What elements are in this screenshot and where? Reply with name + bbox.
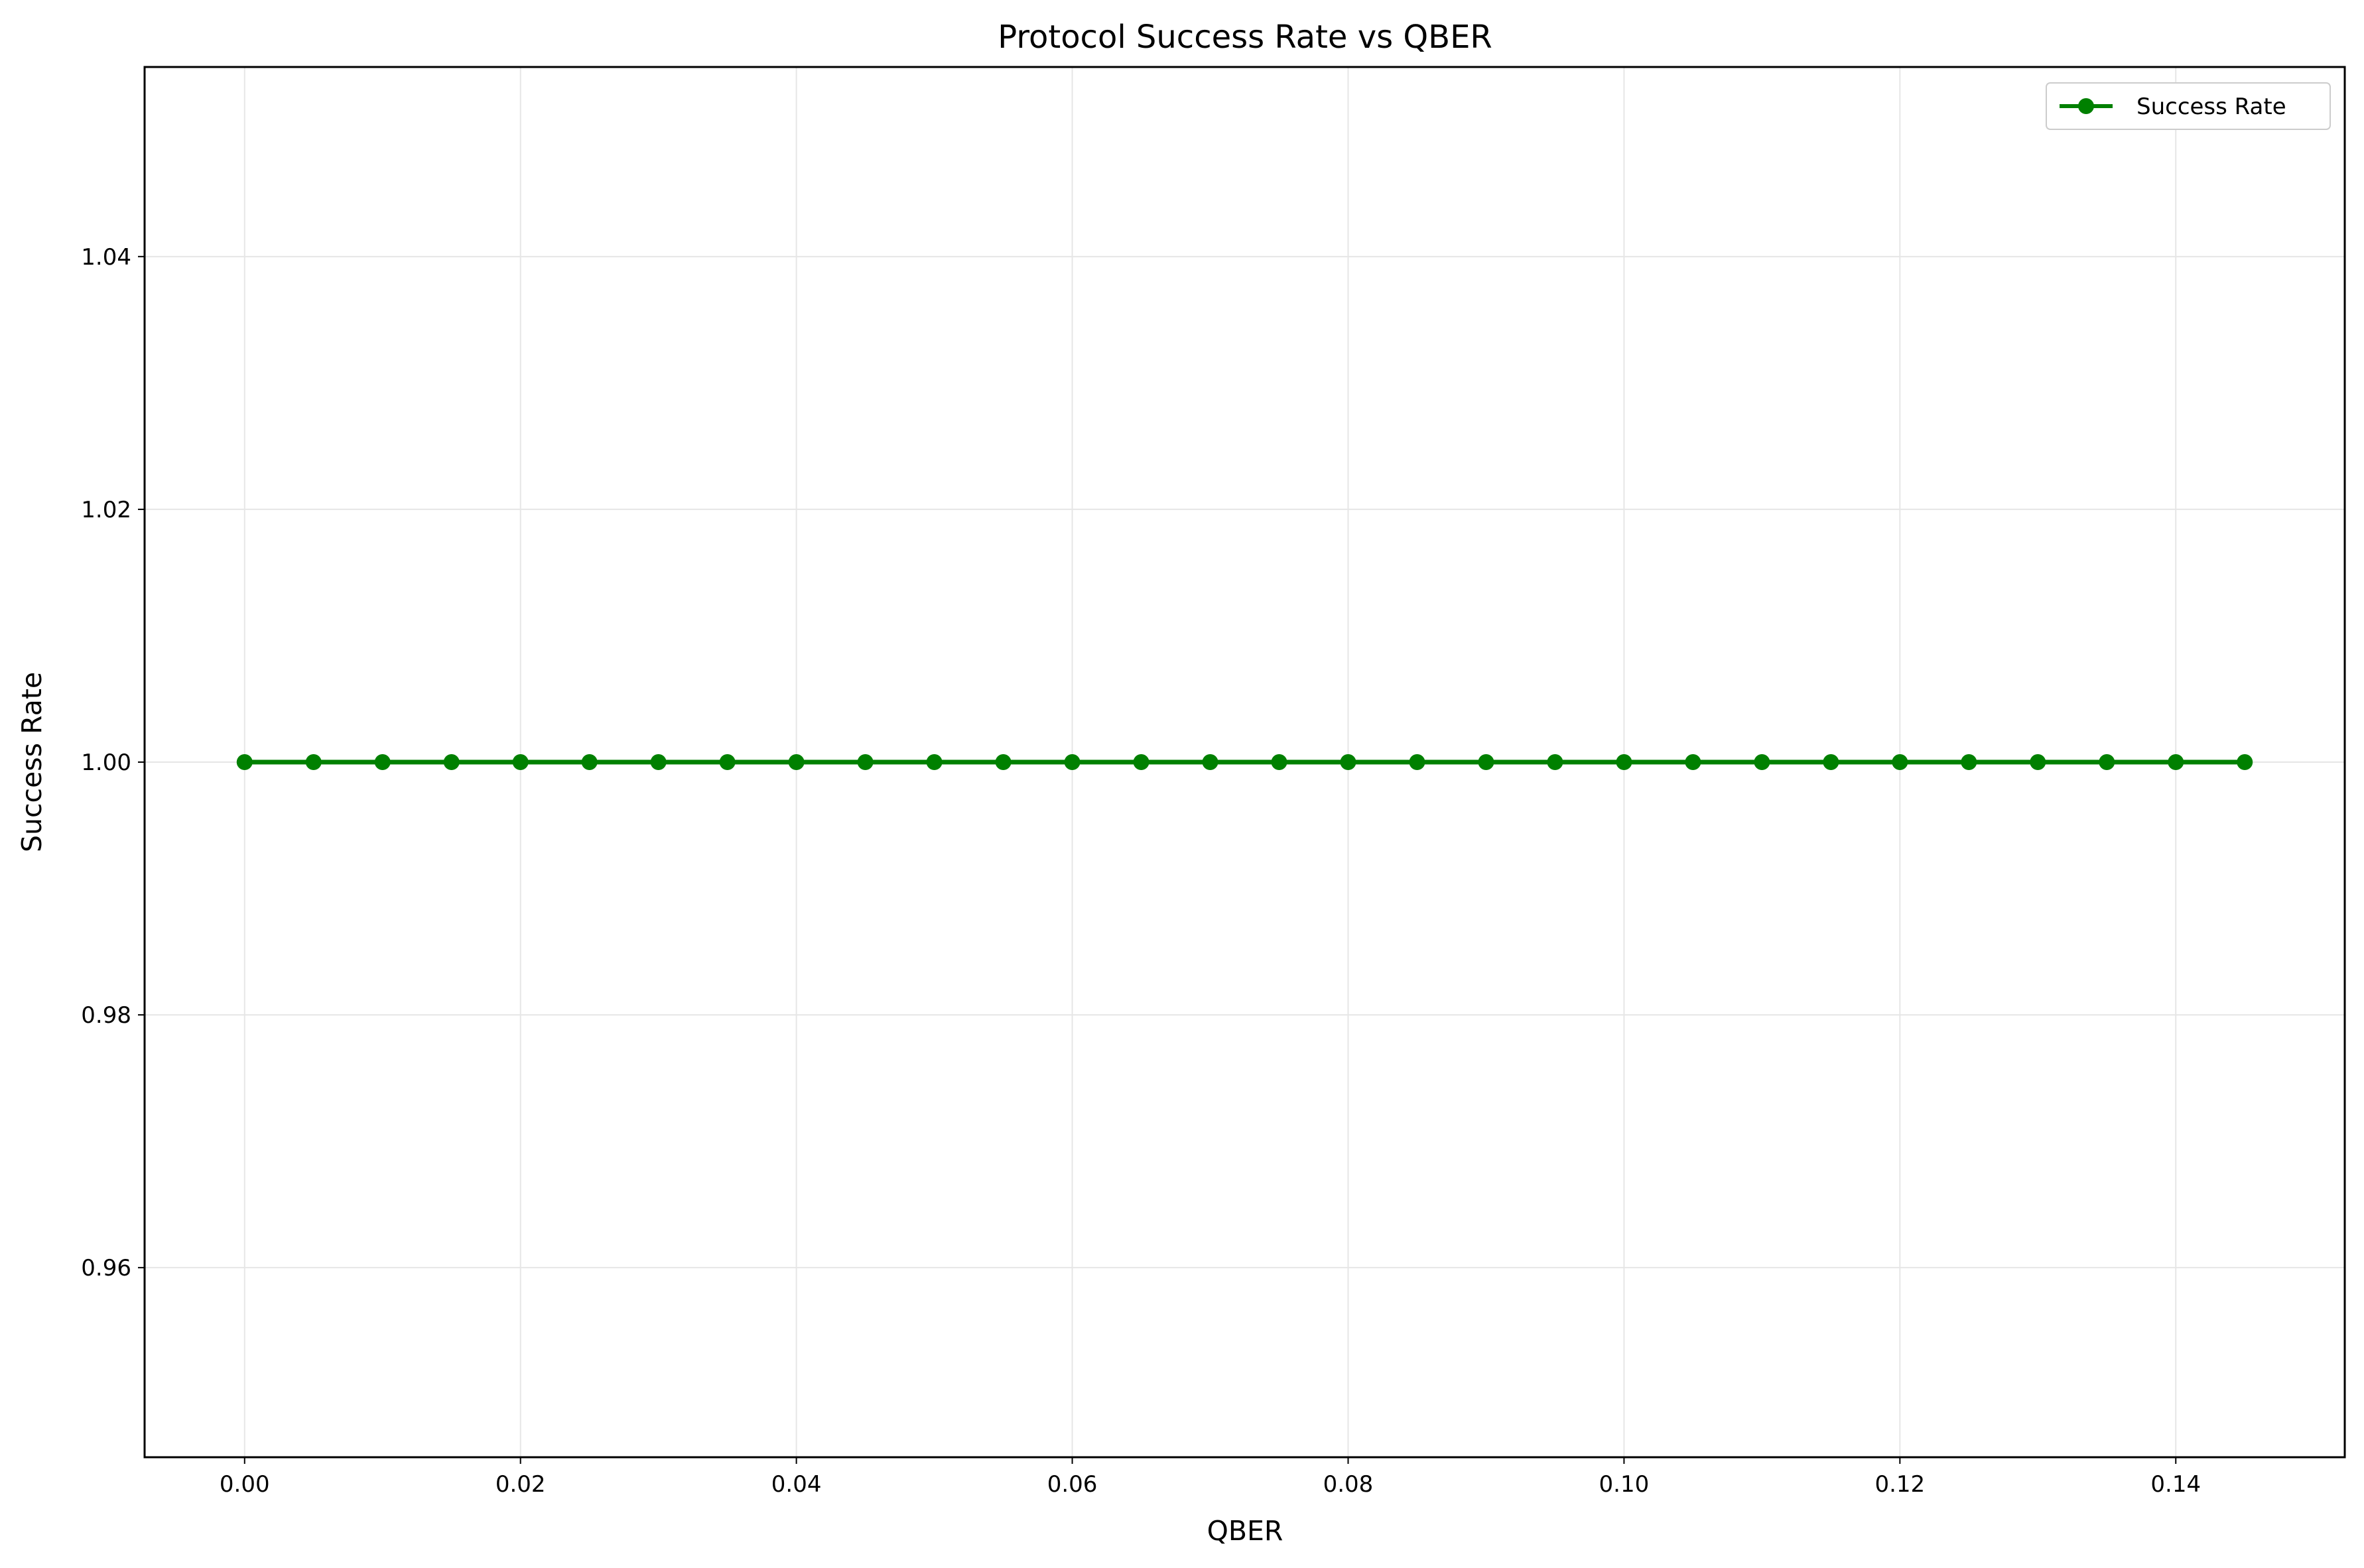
legend-label: Success Rate <box>2136 94 2286 120</box>
x-tick-label: 0.14 <box>2150 1471 2201 1498</box>
data-point <box>1478 754 1494 770</box>
data-point <box>236 754 253 770</box>
y-tick-label: 1.02 <box>81 497 131 523</box>
data-point <box>1892 754 1908 770</box>
data-point <box>719 754 736 770</box>
data-point <box>2030 754 2046 770</box>
data-point <box>1616 754 1632 770</box>
x-axis: 0.00 0.02 0.04 0.06 0.08 0.10 0.12 0.14 <box>220 1457 2201 1498</box>
x-tick-label: 0.00 <box>220 1471 270 1498</box>
y-axis: 0.96 0.98 1.00 1.02 1.04 <box>81 244 145 1281</box>
data-point <box>1823 754 1839 770</box>
x-tick-label: 0.04 <box>771 1471 822 1498</box>
x-tick-label: 0.06 <box>1047 1471 1098 1498</box>
data-point <box>857 754 874 770</box>
data-point <box>1685 754 1701 770</box>
x-axis-label: QBER <box>1207 1515 1283 1547</box>
data-point <box>512 754 529 770</box>
x-tick-label: 0.02 <box>495 1471 546 1498</box>
y-tick-label: 1.00 <box>81 750 131 776</box>
data-point <box>581 754 598 770</box>
data-point <box>1064 754 1081 770</box>
data-point <box>374 754 391 770</box>
x-tick-label: 0.12 <box>1874 1471 1925 1498</box>
data-point <box>1409 754 1425 770</box>
data-point <box>650 754 667 770</box>
y-tick-label: 0.96 <box>81 1255 131 1281</box>
data-point <box>926 754 943 770</box>
data-point <box>305 754 322 770</box>
data-point <box>443 754 460 770</box>
x-tick-label: 0.10 <box>1599 1471 1650 1498</box>
chart-title: Protocol Success Rate vs QBER <box>998 19 1492 56</box>
data-point <box>1271 754 1287 770</box>
data-point <box>1754 754 1770 770</box>
legend: Success Rate <box>2046 82 2331 130</box>
data-point <box>995 754 1012 770</box>
y-axis-label: Success Rate <box>16 672 48 852</box>
series-layer <box>236 754 2253 770</box>
data-point <box>2237 754 2253 770</box>
y-tick-label: 0.98 <box>81 1002 131 1029</box>
data-point <box>2099 754 2115 770</box>
y-tick-label: 1.04 <box>81 244 131 271</box>
data-point <box>1133 754 1149 770</box>
x-tick-label: 0.08 <box>1323 1471 1374 1498</box>
data-point <box>1202 754 1218 770</box>
data-point <box>2168 754 2184 770</box>
legend-box <box>2046 82 2331 130</box>
legend-marker-swatch <box>2078 98 2094 114</box>
data-point <box>1547 754 1563 770</box>
data-point <box>1340 754 1356 770</box>
data-point <box>788 754 805 770</box>
data-point <box>1961 754 1977 770</box>
